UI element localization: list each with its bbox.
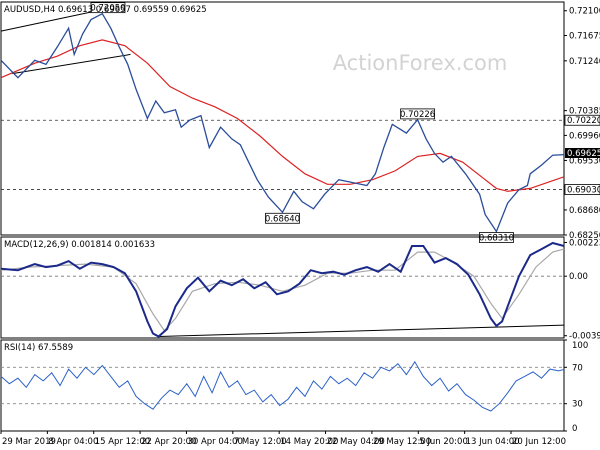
price-panel: ActionForex.com 0.721000.716750.712400.7… (0, 1, 600, 244)
level-axis-box (564, 114, 600, 126)
rsi-header: RSI(14) 67.5589 (4, 343, 73, 353)
macd-tick-label: 0.00 (569, 272, 588, 282)
time-tick-label: 5 Jun 20:00 (419, 437, 468, 447)
time-tick-label: 29 May 12:00 (373, 437, 431, 447)
macd-header: MACD(12,26,9) 0.001814 0.001633 (4, 240, 155, 250)
time-tick-label: 29 Mar 2019 (2, 437, 56, 447)
rsi-levels (1, 366, 564, 405)
macd-y-axis: 0.002237 0.00 -0.00395 (564, 238, 600, 342)
price-level-labels: 0.72050 0.70220 0.69030 0.68640 0.70226 0.683… (90, 2, 600, 244)
watermark: ActionForex.com (333, 51, 508, 75)
time-tick-label: 13 Jun 04:00 (466, 437, 520, 447)
price-line (0, 12, 565, 233)
price-header: AUDUSD,H4 0.69613 0.69657 0.69559 0.6962… (4, 5, 207, 15)
macd-plot-frame (0, 236, 565, 339)
time-tick-label: 20 Jun 12:00 (512, 437, 566, 447)
rsi-tick-label: 100 (572, 341, 588, 351)
last-price-box (565, 148, 600, 158)
rsi-panel: 100 70 30 0 RSI(14) 67.5589 (0, 339, 588, 434)
price-tick-label: 0.70385 (569, 107, 600, 117)
time-tick-label: 14 May 20:00 (280, 437, 338, 447)
price-plot-frame (0, 1, 565, 236)
level-callout-box (479, 232, 514, 243)
macd-line (0, 241, 565, 338)
level-callout-box (265, 212, 300, 224)
time-tick-label: 8 Apr 04:00 (48, 437, 98, 447)
level-callout-label: 0.70226 (400, 110, 435, 120)
rsi-plot-frame (0, 339, 565, 432)
rsi-tick-label: 30 (572, 400, 583, 410)
time-tick-label: 22 May 04:00 (327, 437, 385, 447)
macd-tick-label: -0.00395 (569, 332, 600, 342)
rsi-line (0, 360, 565, 412)
level-callout-box (400, 108, 436, 120)
time-tick-label: 15 Apr 12:00 (95, 437, 150, 447)
time-tick-label: 30 Apr 04:00 (187, 437, 242, 447)
time-tick-label: 7 May 12:00 (234, 437, 287, 447)
macd-tick-label: 0.002237 (569, 238, 600, 248)
rsi-tick-label: 0 (572, 424, 577, 434)
level-callout-box (90, 2, 126, 14)
level-callout-label: 0.72050 (90, 4, 125, 14)
time-tick-label: 22 Apr 20:00 (141, 437, 196, 447)
last-price-label: 0.69625 (567, 149, 600, 159)
rsi-tick-label: 70 (572, 363, 583, 373)
sma-line (0, 39, 565, 192)
channel-line (12, 53, 131, 75)
level-axis-label: 0.69030 (567, 186, 600, 196)
level-axis-label: 0.70220 (567, 116, 600, 126)
price-tick-label: 0.71675 (569, 31, 600, 41)
level-callout-label: 0.68640 (265, 214, 300, 224)
rsi-y-axis: 100 70 30 0 (564, 339, 588, 434)
level-axis-box (564, 184, 600, 195)
macd-panel: 0.002237 0.00 -0.00395 MACD(12,26,9) 0.001… (0, 236, 600, 342)
price-levels (1, 119, 564, 190)
level-callout-label: 0.68310 (479, 234, 514, 244)
